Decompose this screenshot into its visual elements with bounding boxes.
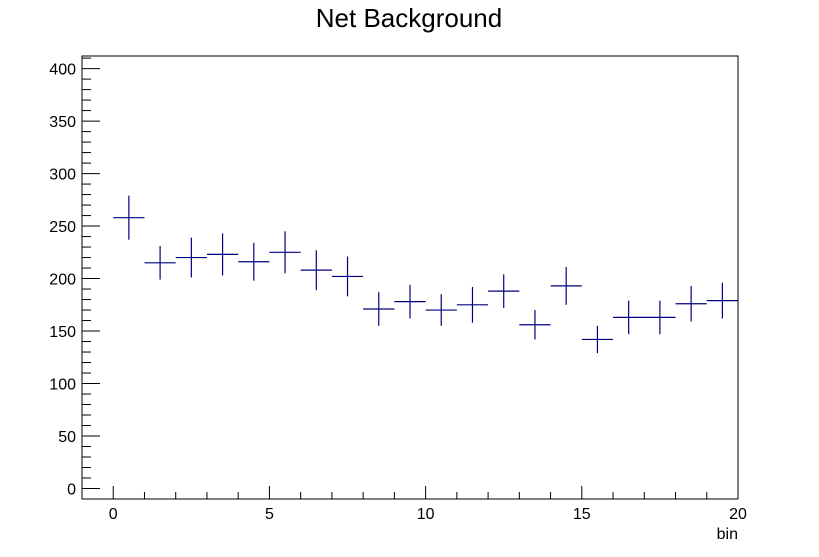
data-point: [300, 250, 332, 291]
data-point: [519, 310, 551, 340]
y-axis: 0 50 100 150 200 250 300 350 400: [49, 57, 100, 499]
x-tick-label: 0: [109, 506, 118, 523]
y-tick-label: 300: [49, 167, 76, 184]
y-tick-label: 400: [49, 62, 76, 79]
data-point: [613, 300, 645, 335]
data-point: [706, 282, 738, 319]
data-point: [675, 285, 707, 322]
y-tick-label: 150: [49, 324, 76, 341]
data-point: [488, 274, 520, 308]
data-point: [269, 231, 301, 274]
data-point: [394, 284, 426, 319]
x-axis: 0 5 10 15 20: [109, 486, 747, 523]
data-point: [238, 242, 270, 281]
data-points: [113, 195, 738, 354]
data-point: [363, 292, 395, 326]
data-point: [550, 267, 582, 305]
data-point: [581, 325, 614, 354]
data-point: [425, 294, 457, 326]
x-tick-label: 5: [265, 506, 274, 523]
y-tick-label: 350: [49, 114, 76, 131]
x-tick-label: 10: [417, 506, 435, 523]
data-point: [113, 195, 145, 240]
x-axis-title: bin: [717, 526, 738, 543]
data-point: [175, 237, 207, 278]
x-tick-label: 20: [729, 506, 747, 523]
plot-frame: [81, 55, 739, 500]
y-tick-label: 100: [49, 377, 76, 394]
data-point: [644, 300, 676, 335]
data-point: [206, 233, 239, 276]
chart-title: Net Background: [316, 3, 502, 33]
y-tick-label: 200: [49, 272, 76, 289]
data-point: [456, 286, 489, 323]
data-point: [331, 256, 364, 297]
x-tick-label: 15: [573, 506, 591, 523]
y-tick-label: 0: [67, 482, 76, 499]
data-point: [144, 246, 176, 280]
y-tick-label: 250: [49, 219, 76, 236]
y-tick-label: 50: [58, 429, 76, 446]
